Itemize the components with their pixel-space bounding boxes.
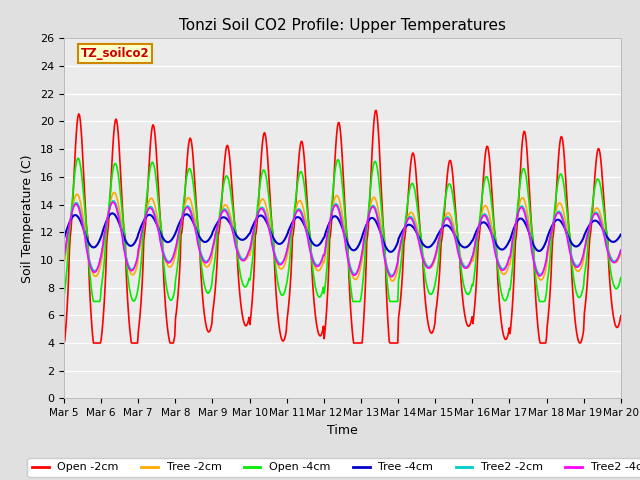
Tree -2cm xyxy=(128,272,136,277)
X-axis label: Time: Time xyxy=(327,424,358,437)
Line: Tree -4cm: Tree -4cm xyxy=(64,214,621,252)
Tree -2cm xyxy=(428,264,436,270)
Open -2cm xyxy=(184,148,192,154)
Tree -4cm xyxy=(428,242,436,248)
Tree2 -4cm xyxy=(185,205,193,211)
Tree2 -2cm xyxy=(185,204,193,209)
Tree2 -2cm xyxy=(412,224,419,229)
Line: Tree2 -2cm: Tree2 -2cm xyxy=(64,201,621,276)
Tree -4cm xyxy=(412,228,419,234)
Tree2 -2cm xyxy=(388,273,396,278)
Line: Tree -2cm: Tree -2cm xyxy=(64,192,621,281)
Tree -2cm xyxy=(60,262,68,267)
Tree2 -2cm xyxy=(214,221,222,227)
Tree2 -4cm xyxy=(617,247,625,253)
Open -4cm xyxy=(617,275,625,280)
Tree2 -4cm xyxy=(214,221,222,227)
Open -4cm xyxy=(186,166,193,171)
Tree -4cm xyxy=(128,242,136,248)
Open -2cm xyxy=(214,255,221,261)
Open -2cm xyxy=(60,340,68,346)
Tree2 -4cm xyxy=(412,226,419,232)
Open -4cm xyxy=(60,293,68,299)
Open -2cm xyxy=(372,108,380,113)
Tree -2cm xyxy=(412,218,419,224)
Open -4cm xyxy=(129,298,137,303)
Open -2cm xyxy=(617,313,625,319)
Open -4cm xyxy=(428,291,436,297)
Line: Tree2 -4cm: Tree2 -4cm xyxy=(64,202,621,277)
Tree -4cm xyxy=(214,219,222,225)
Tree -4cm xyxy=(60,236,68,241)
Tree -4cm xyxy=(108,211,116,216)
Open -4cm xyxy=(215,218,223,224)
Open -2cm xyxy=(70,172,78,178)
Tree2 -2cm xyxy=(109,198,117,204)
Tree -2cm xyxy=(111,190,118,195)
Line: Open -4cm: Open -4cm xyxy=(64,158,621,301)
Open -4cm xyxy=(412,192,419,197)
Tree -4cm xyxy=(70,213,78,218)
Tree -4cm xyxy=(185,212,193,218)
Tree2 -4cm xyxy=(388,274,396,280)
Tree2 -4cm xyxy=(128,268,136,274)
Tree -4cm xyxy=(387,249,395,255)
Line: Open -2cm: Open -2cm xyxy=(64,110,621,343)
Title: Tonzi Soil CO2 Profile: Upper Temperatures: Tonzi Soil CO2 Profile: Upper Temperatur… xyxy=(179,18,506,33)
Tree -2cm xyxy=(185,195,193,201)
Tree2 -2cm xyxy=(70,203,78,208)
Open -2cm xyxy=(411,158,419,164)
Open -2cm xyxy=(428,330,435,336)
Tree -2cm xyxy=(70,197,78,203)
Tree2 -4cm xyxy=(428,262,436,268)
Open -4cm xyxy=(74,156,82,161)
Tree -2cm xyxy=(617,250,625,256)
Tree2 -4cm xyxy=(70,203,78,209)
Tree2 -4cm xyxy=(109,199,116,205)
Legend: Open -2cm, Tree -2cm, Open -4cm, Tree -4cm, Tree2 -2cm, Tree2 -4cm: Open -2cm, Tree -2cm, Open -4cm, Tree -4… xyxy=(28,458,640,477)
Tree -4cm xyxy=(617,232,625,238)
Open -4cm xyxy=(90,299,97,304)
Tree2 -2cm xyxy=(428,262,436,267)
Y-axis label: Soil Temperature (C): Soil Temperature (C) xyxy=(22,154,35,283)
Tree -2cm xyxy=(388,278,396,284)
Tree2 -2cm xyxy=(60,254,68,260)
Tree2 -2cm xyxy=(617,247,625,253)
Tree2 -2cm xyxy=(128,266,136,272)
Tree -2cm xyxy=(214,223,222,228)
Open -2cm xyxy=(127,340,135,346)
Open -4cm xyxy=(70,177,78,183)
Text: TZ_soilco2: TZ_soilco2 xyxy=(81,48,149,60)
Tree2 -4cm xyxy=(60,254,68,260)
